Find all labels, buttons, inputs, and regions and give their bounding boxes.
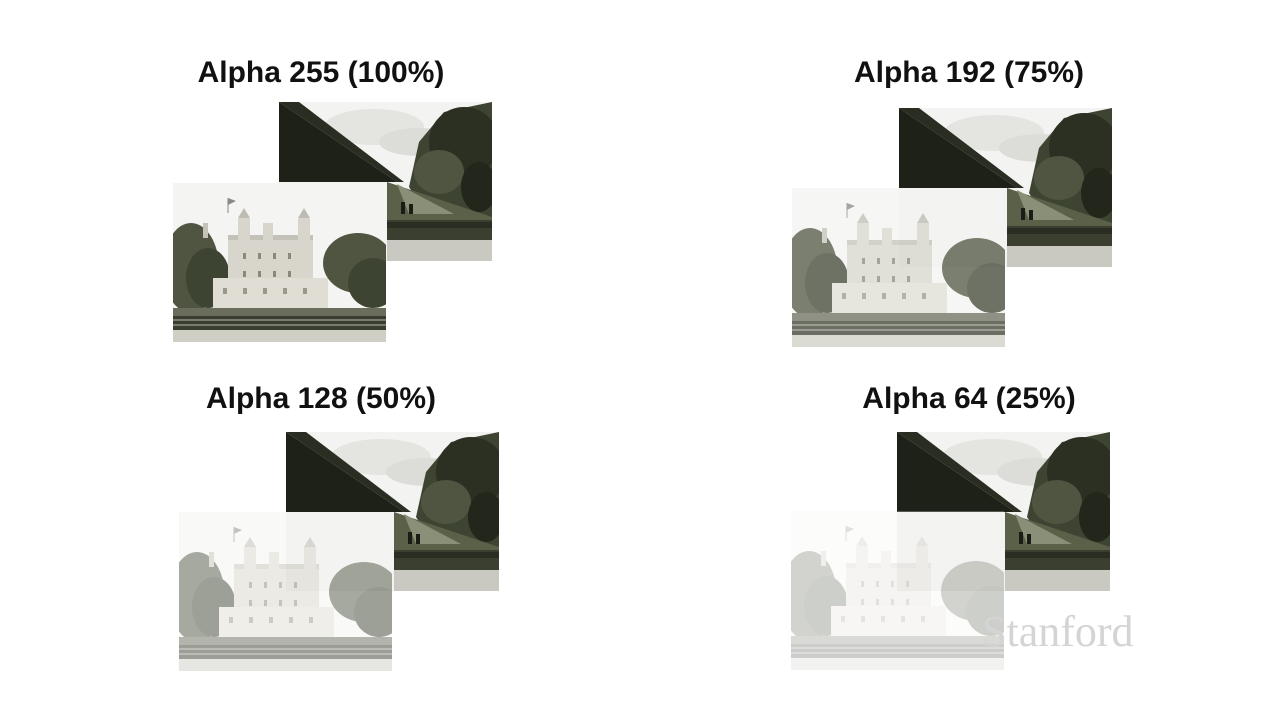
castle-photo (792, 188, 1005, 347)
panel-title-alpha-255: Alpha 255 (100%) (197, 56, 445, 89)
castle-photo (173, 183, 386, 342)
castle-photo (791, 511, 1004, 670)
castle-image (792, 188, 1005, 347)
castle-photo (179, 512, 392, 671)
panel-title-alpha-192: Alpha 192 (75%) (853, 56, 1085, 89)
castle-image (173, 183, 386, 342)
panel-title-alpha-128: Alpha 128 (50%) (205, 382, 437, 415)
stanford-watermark: Stanford (982, 607, 1134, 656)
castle-image (179, 512, 392, 671)
panel-title-alpha-64: Alpha 64 (25%) (862, 382, 1076, 415)
castle-image (791, 511, 1004, 670)
